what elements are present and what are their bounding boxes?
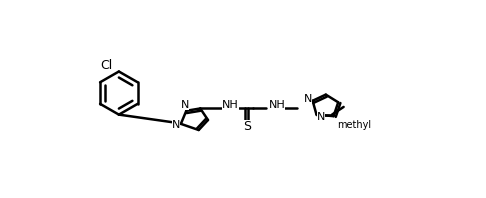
Text: S: S — [243, 120, 251, 133]
Text: NH: NH — [222, 100, 239, 110]
Text: N: N — [181, 100, 189, 110]
Text: N: N — [172, 120, 180, 130]
Text: Cl: Cl — [101, 59, 113, 72]
Text: methyl: methyl — [337, 120, 371, 130]
Text: N: N — [317, 112, 325, 122]
Text: N: N — [304, 94, 312, 104]
Text: NH: NH — [268, 100, 285, 110]
